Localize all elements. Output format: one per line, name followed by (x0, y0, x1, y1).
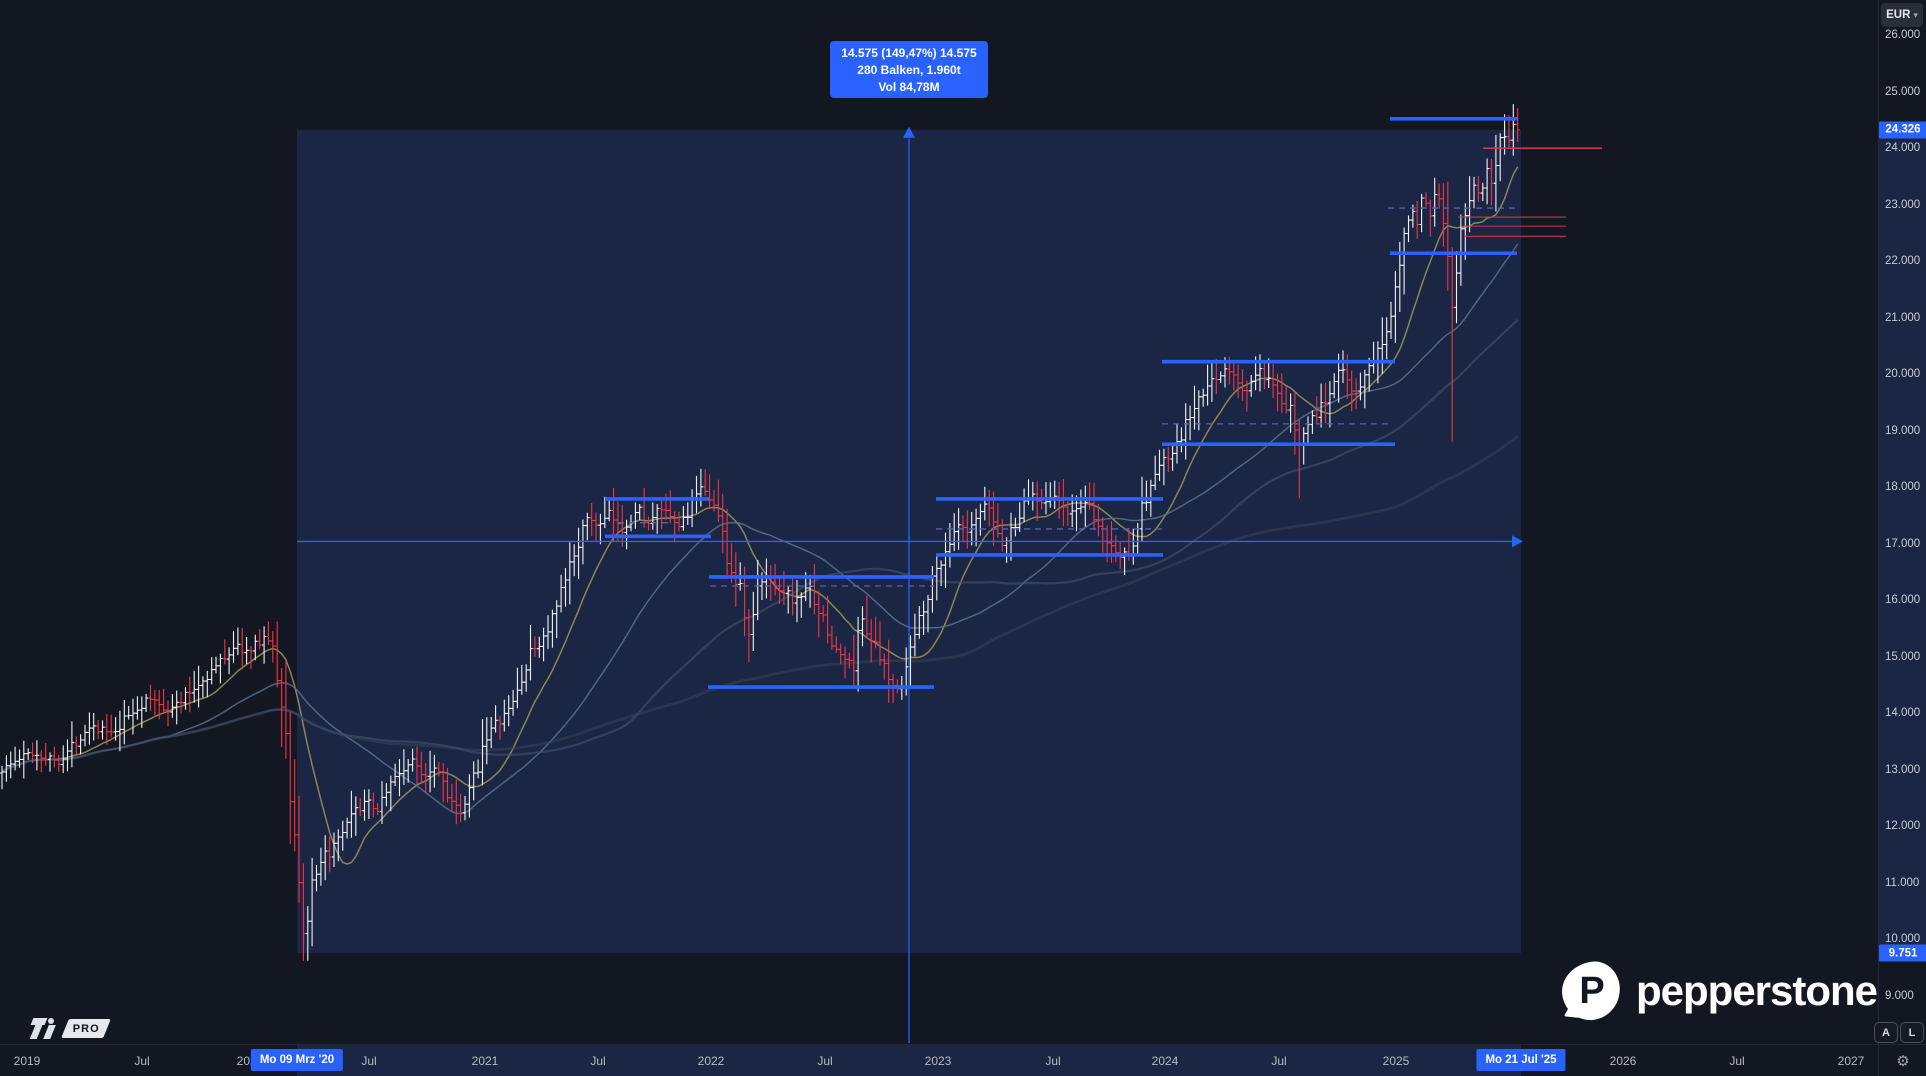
price-axis-label: 20.000 (1885, 368, 1921, 381)
time-axis-label: 2023 (924, 1054, 952, 1068)
pepperstone-icon: P (1559, 959, 1623, 1023)
currency-label: EUR (1886, 9, 1911, 21)
price-axis-label: 11.000 (1885, 876, 1920, 889)
time-axis-label: Jul (590, 1054, 606, 1068)
chart-canvas[interactable] (0, 0, 1878, 1044)
price-axis-label: 26.000 (1885, 29, 1921, 42)
scale-log-button[interactable]: L (1900, 1022, 1924, 1043)
moving-average-line (1, 435, 1519, 774)
time-axis[interactable]: 2019Jul2020Jul2021Jul2022Jul2023Jul2024J… (0, 1044, 1878, 1076)
ohlc-bars-down (30, 108, 1520, 961)
pepperstone-wordmark: pepperstone (1636, 967, 1878, 1014)
measure-volume: Vol 84,78M (878, 79, 940, 94)
moving-average-line (1, 243, 1519, 815)
scale-log-label: L (1908, 1026, 1916, 1039)
time-axis-label: Jul (134, 1054, 150, 1068)
price-axis-label: 23.000 (1885, 198, 1921, 211)
measure-arrow-right-icon (1512, 535, 1523, 548)
axis-settings-gear-icon[interactable]: ⚙ (1896, 1052, 1910, 1070)
pro-badge-label: PRO (72, 1022, 100, 1034)
price-axis-label: 14.000 (1885, 707, 1921, 720)
moving-average-line (1, 166, 1519, 865)
time-axis-label: 2024 (1151, 1054, 1179, 1068)
time-axis-label: Jul (1271, 1054, 1287, 1068)
pepperstone-logo: P pepperstone (1559, 959, 1878, 1023)
axis-corner: ⚙ (1878, 1044, 1926, 1076)
price-axis-label: 15.000 (1885, 650, 1921, 663)
time-axis-label: 2025 (1382, 1054, 1410, 1068)
measure-bar-count: 280 Balken, 1.960t (857, 62, 961, 77)
price-axis-label: 9.000 (1885, 989, 1914, 1002)
scale-auto-button[interactable]: A (1874, 1022, 1898, 1043)
time-axis-label: Jul (817, 1054, 833, 1068)
currency-selector[interactable]: EUR ▾ (1881, 3, 1923, 27)
pro-badge: PRO (61, 1018, 111, 1038)
price-axis-label: 13.000 (1885, 763, 1921, 776)
time-axis-label: 2027 (1837, 1054, 1865, 1068)
measure-price-change: 14.575 (149,47%) 14.575 (841, 45, 977, 60)
time-axis-label: 2026 (1609, 1054, 1637, 1068)
time-axis-label: 2019 (13, 1054, 41, 1068)
measure-tooltip: 14.575 (149,47%) 14.575 280 Balken, 1.96… (830, 41, 988, 98)
price-axis-label: 21.000 (1885, 311, 1921, 324)
pepperstone-p-glyph: P (1579, 969, 1605, 1012)
price-axis-label: 18.000 (1885, 481, 1921, 494)
ohlc-bars-up (0, 104, 1516, 961)
range-low-badge: 9.751 (1879, 944, 1926, 962)
time-axis-label: Jul (1729, 1054, 1745, 1068)
current-price-badge: 24.326 (1879, 121, 1926, 139)
price-axis-label: 24.000 (1885, 142, 1921, 155)
price-axis-label: 19.000 (1885, 424, 1921, 437)
date-badge-range-end: Mo 21 Jul '25 (1476, 1049, 1566, 1071)
tradingview-logo[interactable]: PRO (28, 1014, 111, 1042)
time-axis-label: Jul (361, 1054, 377, 1068)
chevron-down-icon: ▾ (1913, 9, 1918, 20)
price-axis-range-highlight (1879, 129, 1926, 954)
scale-auto-label: A (1882, 1026, 1890, 1039)
time-axis-label: 2022 (697, 1054, 725, 1068)
price-axis-label: 10.000 (1885, 933, 1921, 946)
measure-arrow-up-icon (903, 126, 915, 138)
tradingview-mark-icon (28, 1016, 58, 1040)
price-axis-label: 16.000 (1885, 594, 1921, 607)
price-axis-label: 12.000 (1885, 820, 1921, 833)
time-axis-label: Jul (1045, 1054, 1061, 1068)
time-axis-label: 2021 (471, 1054, 499, 1068)
price-axis-label: 17.000 (1885, 537, 1921, 550)
price-axis-label: 22.000 (1885, 255, 1921, 268)
time-axis-range-highlight (297, 1045, 1521, 1076)
date-badge-range-start: Mo 09 Mrz '20 (250, 1049, 344, 1071)
price-axis[interactable]: 26.000 25.000 24.000 23.000 22.000 21.000 20.0… (1878, 0, 1926, 1044)
price-axis-label: 25.000 (1885, 85, 1921, 98)
